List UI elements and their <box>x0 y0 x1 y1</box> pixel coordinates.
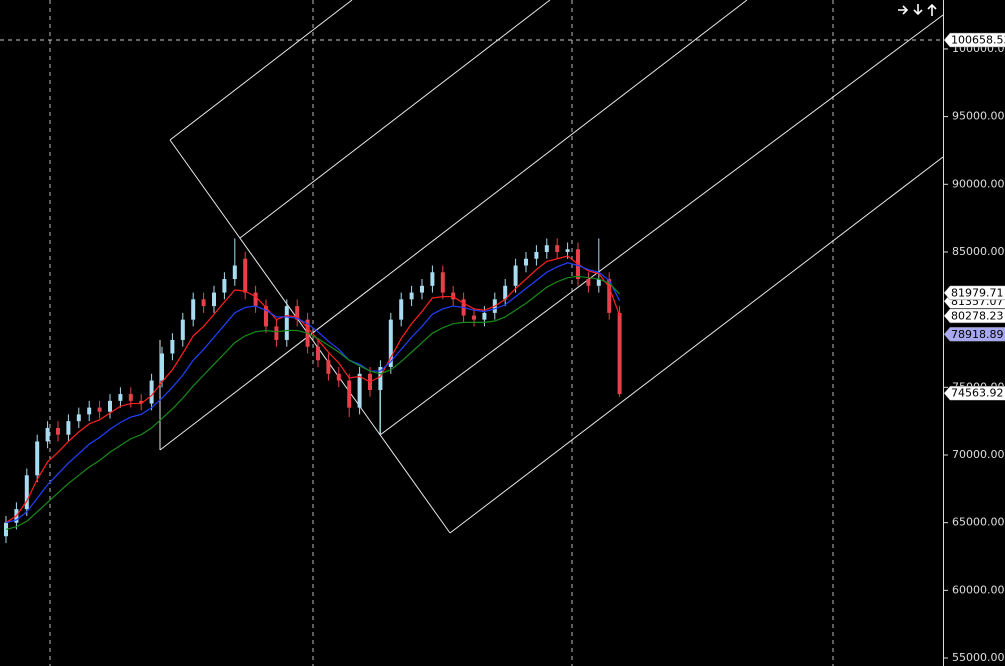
candle-body <box>555 245 560 252</box>
y-tick-label: 95000.00 <box>952 110 1005 123</box>
candle-body <box>472 315 476 320</box>
pitchfork <box>159 0 944 534</box>
candle-body <box>336 373 341 381</box>
candle-body <box>409 292 414 300</box>
candle-body <box>243 258 248 293</box>
candle-body <box>191 299 196 320</box>
candle-body <box>128 394 133 401</box>
candle-body <box>399 299 404 320</box>
candle-body <box>586 279 591 286</box>
price-tag <box>943 32 1005 48</box>
price-tag-label: 81979.71 <box>951 286 1004 299</box>
candle-body <box>170 339 175 354</box>
candle-body <box>596 279 601 286</box>
candle-body <box>565 249 570 252</box>
price-tag-label: 100658.53 <box>951 34 1005 47</box>
time-grid <box>49 0 834 666</box>
y-tick-label: 70000.00 <box>952 448 1005 461</box>
candle-body <box>212 292 216 307</box>
y-tick-label: 90000.00 <box>952 177 1005 190</box>
pitchfork-line <box>379 14 944 436</box>
scroll-right-icon[interactable] <box>898 5 909 15</box>
candle-body <box>222 279 227 293</box>
y-tick-label: 55000.00 <box>952 651 1005 664</box>
candle-body <box>201 299 206 307</box>
candle-body <box>482 312 487 320</box>
candle-body <box>388 319 393 368</box>
candle-body <box>534 251 539 259</box>
price-tag <box>943 385 1005 401</box>
candle-body <box>180 319 185 340</box>
candle-body <box>66 421 71 435</box>
price-tag-label: 78918.89 <box>951 328 1004 341</box>
candle-body <box>357 373 362 408</box>
candle-body <box>87 407 92 415</box>
candle-body <box>378 367 383 391</box>
candle-body <box>316 346 320 361</box>
candle-body <box>45 427 50 442</box>
candle-body <box>451 292 456 300</box>
candle-body <box>149 380 154 404</box>
candle-body <box>430 272 435 286</box>
pitchfork-handle <box>169 139 451 534</box>
pitchfork-line <box>239 0 551 239</box>
candle-body <box>607 279 612 313</box>
candle-body <box>326 360 331 374</box>
price-tag <box>943 285 1005 301</box>
price-tags: 100658.5381357.0781979.7180278.2378918.8… <box>943 32 1005 401</box>
candle-body <box>503 285 508 300</box>
candle-body <box>253 292 258 307</box>
candle-body <box>524 258 528 266</box>
candle-body <box>544 245 549 252</box>
plot-area <box>4 238 622 543</box>
price-tag <box>943 327 1005 342</box>
candle-body <box>274 326 279 340</box>
price-tag-label: 74563.92 <box>951 387 1004 400</box>
candle-body <box>264 306 268 327</box>
candle-body <box>56 427 60 435</box>
candle-body <box>232 265 237 280</box>
scroll-down-icon[interactable] <box>913 4 923 16</box>
candle-body <box>420 285 424 293</box>
candle-body <box>118 394 123 401</box>
pitchfork-line <box>449 156 944 534</box>
candle-body <box>347 380 352 408</box>
candle-body <box>24 475 29 510</box>
candle-body <box>617 312 622 395</box>
candle-body <box>295 306 300 320</box>
candle-body <box>35 441 40 476</box>
toolbar[interactable] <box>898 3 937 16</box>
candle-body <box>160 353 164 381</box>
price-tag-label: 80278.23 <box>951 309 1004 322</box>
candle-body <box>440 272 445 293</box>
moving-average-line <box>5 255 621 524</box>
candle-body <box>513 265 518 286</box>
pitchfork-line <box>169 0 353 141</box>
moving-average-line <box>5 275 621 531</box>
y-tick-label: 60000.00 <box>952 583 1005 596</box>
candle-body <box>108 400 112 412</box>
candle-body <box>139 400 144 404</box>
y-tick-label: 65000.00 <box>952 516 1005 529</box>
price-tag <box>943 308 1005 324</box>
candle-body <box>76 414 81 422</box>
candle-body <box>97 407 102 412</box>
pitchfork-line <box>159 0 748 451</box>
moving-average-line <box>5 262 621 524</box>
scroll-up-icon[interactable] <box>927 3 937 16</box>
y-tick-label: 85000.00 <box>952 245 1005 258</box>
candle-body <box>284 306 289 340</box>
